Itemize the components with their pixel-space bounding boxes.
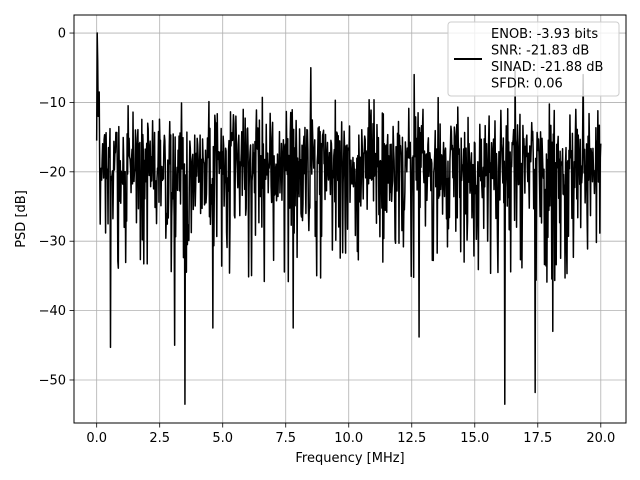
x-tick-label: 7.5: [275, 431, 296, 446]
legend-entry-enob: ENOB: -3.93 bits: [491, 27, 598, 42]
x-tick-label: 10.0: [334, 431, 363, 446]
legend: ENOB: -3.93 bits SNR: -21.83 dB SINAD: -…: [447, 21, 620, 97]
x-tick-label: 20.0: [586, 431, 615, 446]
plot-frame: [73, 14, 627, 424]
x-axis-label: Frequency [MHz]: [295, 451, 404, 466]
legend-entry-snr: SNR: -21.83 dB: [491, 44, 589, 59]
y-axis-label: PSD [dB]: [14, 190, 29, 248]
x-tick-label: 2.5: [149, 431, 170, 446]
y-tick-label: −30: [39, 235, 66, 250]
y-tick-label: −40: [39, 304, 66, 319]
x-tick-label: 12.5: [397, 431, 426, 446]
y-tick-label: −10: [39, 96, 66, 111]
y-tick-label: −20: [39, 165, 66, 180]
x-axis: 0.0 2.5 5.0 7.5 10.0 12.5 15.0 17.5 20.0: [86, 423, 615, 446]
legend-entry-sinad: SINAD: -21.88 dB: [491, 60, 603, 75]
legend-box: [447, 21, 620, 97]
y-tick-label: 0: [58, 27, 66, 42]
x-tick-label: 0.0: [86, 431, 107, 446]
y-axis: 0 −10 −20 −30 −40 −50: [39, 27, 74, 388]
y-tick-label: −50: [39, 373, 66, 388]
psd-series-line: [95, 32, 602, 406]
x-tick-label: 5.0: [212, 431, 233, 446]
x-tick-label: 17.5: [523, 431, 552, 446]
legend-entry-sfdr: SFDR: 0.06: [491, 77, 563, 92]
x-tick-label: 15.0: [460, 431, 489, 446]
series-layer: [95, 32, 602, 406]
